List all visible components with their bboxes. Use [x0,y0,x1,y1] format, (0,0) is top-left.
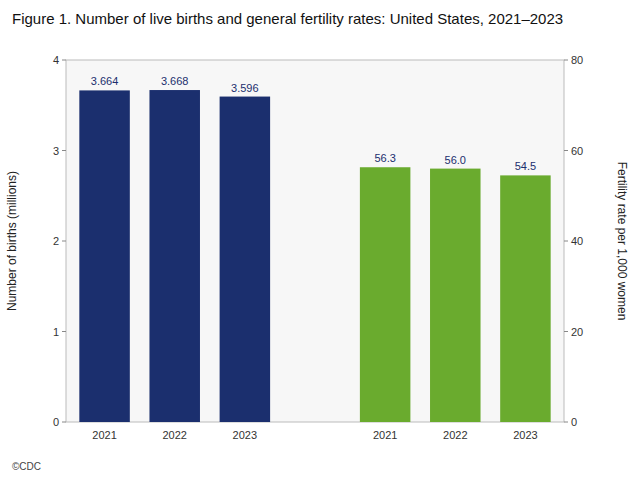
y-tick [62,150,66,151]
data-label: 3.596 [231,82,259,94]
y2-tick-label: 60 [571,145,583,157]
y2-tick [564,422,568,423]
y2-tick [564,331,568,332]
y-tick [62,241,66,242]
y2-tick-label: 40 [571,235,583,247]
bar [500,175,551,422]
title-line: Figure 1. Number of live births and gene… [12,10,563,27]
x-tick-label: 2022 [162,429,186,441]
x-tick-label: 2021 [373,429,397,441]
y-tick-label: 3 [53,145,59,157]
y2-tick [564,60,568,61]
bar [430,169,481,422]
bar [360,167,411,422]
y2-tick [564,241,568,242]
bar [220,97,271,422]
chart: Figure 1. Number of live births and gene… [0,0,634,478]
y-tick-label: 1 [53,326,59,338]
y2-tick-label: 0 [571,416,577,428]
axes: 01234020406080202120222023202120222023 [53,54,583,441]
chart-container: Figure 1. Number of live births and gene… [0,0,634,478]
y2-tick-label: 20 [571,326,583,338]
title: Figure 1. Number of live births and gene… [12,10,563,27]
y-tick-label: 0 [53,416,59,428]
data-label: 3.664 [91,75,119,87]
y2-axis-label: Fertility rate per 1,000 women [615,162,629,321]
data-label: 3.668 [161,75,189,87]
y-tick [62,422,66,423]
y-axis-label: Number of births (millions) [5,171,19,311]
y2-tick-label: 80 [571,54,583,66]
y2-tick [564,150,568,151]
y-tick-label: 2 [53,235,59,247]
annotation: ©CDC [12,461,41,472]
data-label: 56.3 [374,152,395,164]
x-tick-label: 2022 [443,429,467,441]
bars [79,90,550,422]
data-label: 54.5 [515,160,536,172]
data-labels: 3.664 3.668 3.596 56.3 56.0 54.5 [91,75,536,172]
y-tick [62,60,66,61]
x-tick-label: 2023 [233,429,257,441]
plot-area [66,60,564,422]
data-label: 56.0 [445,154,466,166]
bar [149,90,200,422]
y-tick-label: 4 [53,54,59,66]
bar [79,90,130,422]
x-tick-label: 2023 [513,429,537,441]
y-tick [62,331,66,332]
x-tick-label: 2021 [92,429,116,441]
